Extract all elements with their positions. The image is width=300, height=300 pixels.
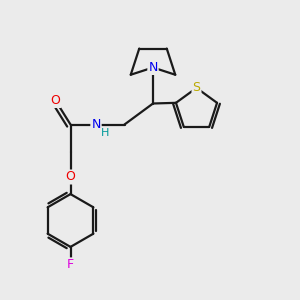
Text: O: O (51, 94, 60, 107)
Text: N: N (91, 118, 101, 131)
Text: S: S (193, 81, 200, 94)
Text: O: O (66, 170, 75, 184)
Text: H: H (101, 128, 109, 138)
Text: N: N (148, 61, 158, 74)
Text: F: F (67, 258, 74, 272)
